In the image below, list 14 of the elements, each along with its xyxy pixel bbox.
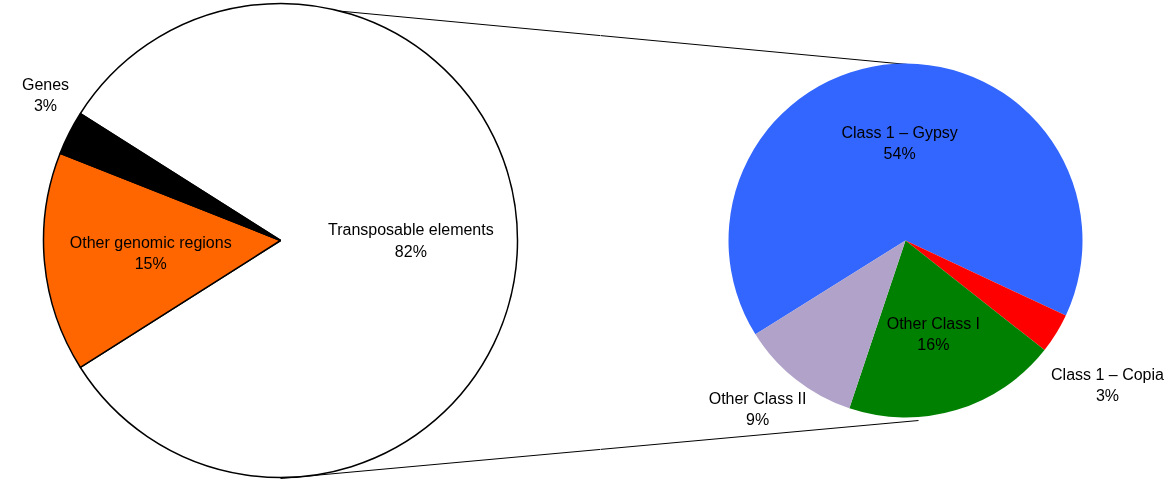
data-label: 9% xyxy=(746,411,770,429)
slice-label: Class 1 – Copia xyxy=(1051,365,1165,383)
slice-label: Other Class I xyxy=(886,314,981,332)
slice-label: Genes xyxy=(21,76,70,94)
slice-label: Class 1 – Gypsy xyxy=(841,124,958,142)
slice-label: Other Class II xyxy=(708,389,807,407)
data-label: 15% xyxy=(134,254,167,272)
slice-label: Other genomic regions xyxy=(69,233,232,251)
data-label: 54% xyxy=(883,145,916,163)
data-label: 3% xyxy=(1095,387,1120,405)
data-label: 82% xyxy=(394,242,427,260)
data-label: 16% xyxy=(917,335,950,353)
slice-label: Transposable elements xyxy=(327,221,494,239)
data-label: 3% xyxy=(33,97,58,115)
